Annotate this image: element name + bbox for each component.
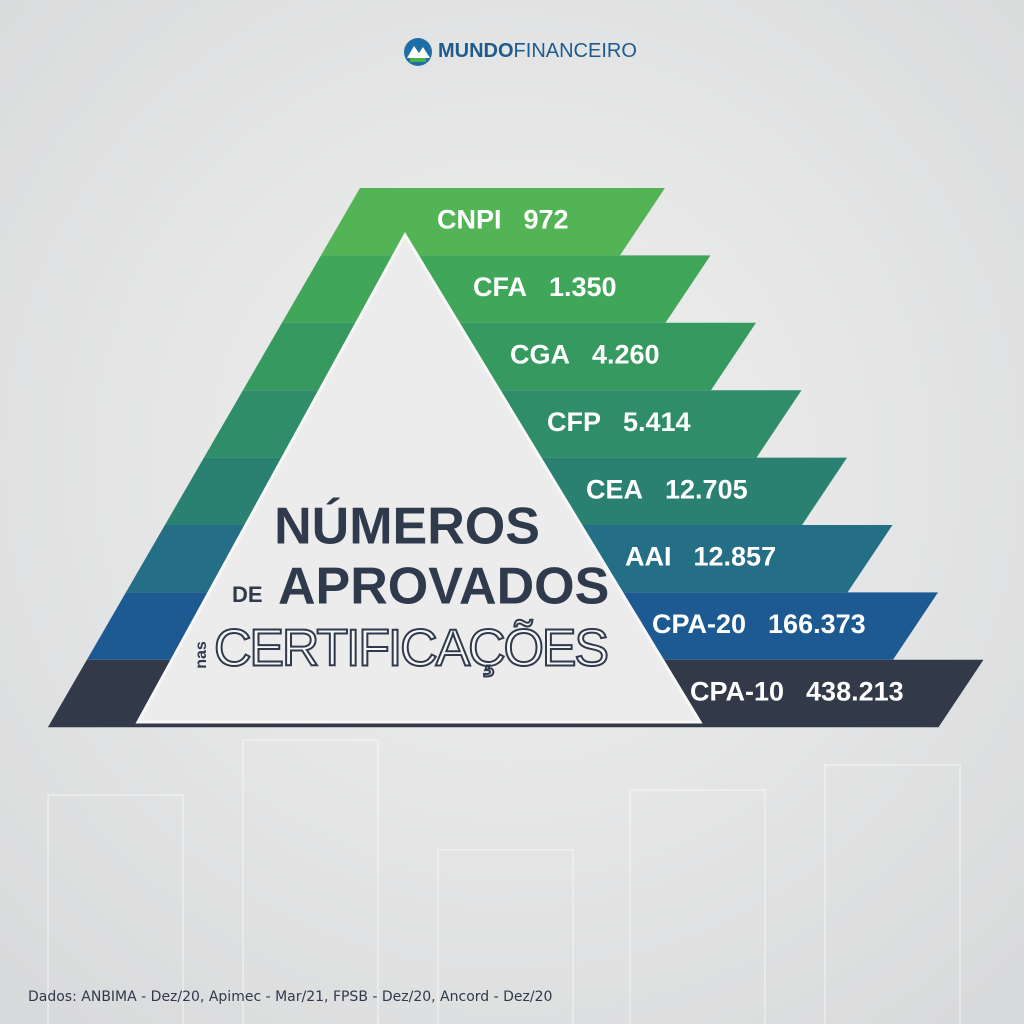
- tier-value: 12.705: [665, 474, 748, 504]
- title-prefix3: nas: [193, 641, 210, 669]
- tier-value: 5.414: [623, 407, 691, 437]
- tier-label: CPA-10 438.213: [690, 677, 904, 707]
- title-line2: APROVADOS: [278, 558, 609, 616]
- tier-value: 4.260: [592, 340, 660, 370]
- tier-name: CGA: [510, 340, 570, 370]
- tier-name: CFA: [473, 272, 527, 302]
- tier-value: 438.213: [806, 677, 904, 707]
- tier-name: AAI: [625, 542, 672, 572]
- tier-band: [242, 322, 756, 391]
- tier-label: CNPI 972: [437, 205, 569, 235]
- brand-bold: MUNDO: [438, 40, 514, 62]
- brand-light: FINANCEIRO: [514, 40, 637, 62]
- tier-value: 1.350: [549, 272, 617, 302]
- tier-label: CFA 1.350: [473, 272, 617, 302]
- svg-text:MUNDOFINANCEIRO: MUNDOFINANCEIRO: [438, 40, 637, 62]
- tier-value: 972: [524, 205, 569, 235]
- tier-label: CPA-20 166.373: [652, 609, 866, 639]
- center-triangle: [135, 231, 703, 724]
- tier-label: CGA 4.260: [510, 340, 660, 370]
- tier-name: CPA-10: [690, 677, 784, 707]
- tier-name: CEA: [586, 474, 643, 504]
- tier-label: CFP 5.414: [547, 407, 691, 437]
- logo: MUNDOFINANCEIRO: [404, 38, 637, 66]
- tier-name: CPA-20: [652, 609, 746, 639]
- tier-name: CFP: [547, 407, 601, 437]
- source: Dados: ANBIMA - Dez/20, Apimec - Mar/21,…: [28, 989, 552, 1005]
- title-line1: NÚMEROS: [274, 498, 540, 556]
- title-prefix2: DE: [232, 582, 263, 607]
- tier-name: CNPI: [437, 205, 502, 235]
- tier-label: CEA 12.705: [586, 474, 748, 504]
- background-bars: [47, 739, 961, 1028]
- tier-value: 12.857: [694, 542, 777, 572]
- tier-label: AAI 12.857: [625, 542, 776, 572]
- title-line3: CERTIFICAÇÕES: [214, 620, 609, 678]
- tier-value: 166.373: [768, 609, 866, 639]
